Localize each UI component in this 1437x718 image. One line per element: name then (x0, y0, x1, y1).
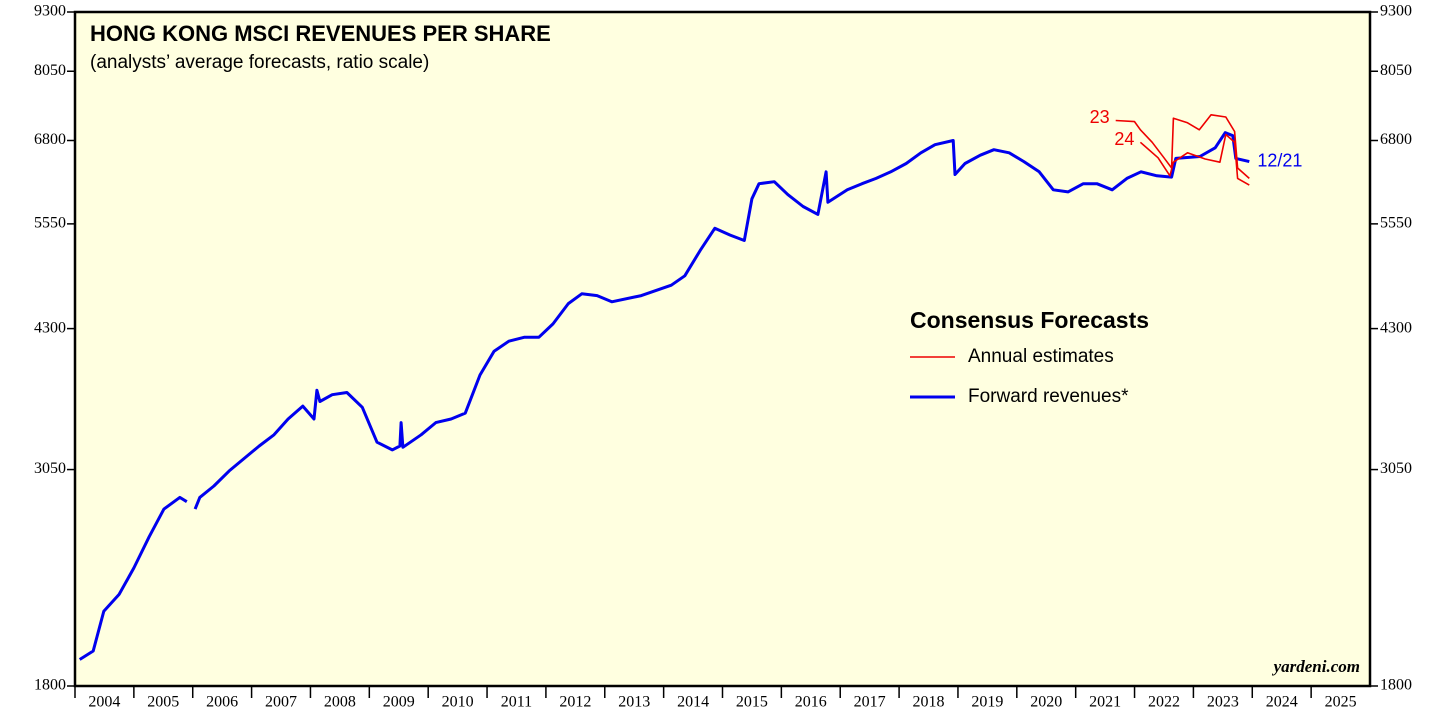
y-tick-label: 6800 (34, 131, 66, 148)
x-tick-label: 2022 (1148, 694, 1180, 711)
source: yardeni.com (1272, 657, 1360, 676)
x-tick-label: 2018 (913, 694, 945, 711)
y-tick-label: 1800 (34, 677, 66, 694)
y2-tick-label: 1800 (1380, 677, 1412, 694)
x-tick-label: 2009 (383, 694, 415, 711)
series-label: 24 (1114, 129, 1134, 149)
y2-tick-label: 6800 (1380, 131, 1412, 148)
y2-tick-label: 4300 (1380, 319, 1412, 336)
x-tick-label: 2017 (854, 694, 886, 711)
chart-title: HONG KONG MSCI REVENUES PER SHARE (90, 21, 551, 46)
x-tick-label: 2012 (559, 694, 591, 711)
x-tick-label: 2023 (1207, 694, 1239, 711)
x-tick-label: 2019 (971, 694, 1003, 711)
y2-tick-label: 9300 (1380, 3, 1412, 20)
y-tick-label: 8050 (34, 62, 66, 79)
legend-label: Forward revenues* (968, 386, 1129, 407)
series-label: 12/21 (1257, 150, 1302, 170)
x-tick-label: 2004 (88, 694, 120, 711)
series-line (1139, 133, 1250, 186)
x-tick-label: 2007 (265, 694, 297, 711)
y-tick-label: 5550 (34, 215, 66, 232)
y-tick-label: 3050 (34, 460, 66, 477)
y2-tick-label: 8050 (1380, 62, 1412, 79)
plot-layer: 1800 1800 3050 3050 4300 4300 5550 5550 6800 6800… (34, 3, 1412, 711)
y2-tick-label: 5550 (1380, 215, 1412, 232)
legend-title: Consensus Forecasts (910, 307, 1149, 333)
x-tick-label: 2015 (736, 694, 768, 711)
x-tick-label: 2008 (324, 694, 356, 711)
x-tick-label: 2011 (501, 694, 532, 711)
series-line (78, 131, 1250, 661)
plot-frame (73, 10, 1372, 688)
x-tick-label: 2006 (206, 694, 238, 711)
x-tick-label: 2021 (1089, 694, 1121, 711)
x-tick-label: 2024 (1266, 694, 1298, 711)
x-tick-label: 2013 (618, 694, 650, 711)
legend-label: Annual estimates (968, 346, 1114, 367)
x-tick-label: 2016 (795, 694, 827, 711)
x-tick-label: 2020 (1030, 694, 1062, 711)
x-tick-label: 2014 (677, 694, 709, 711)
x-tick-label: 2010 (442, 694, 474, 711)
y-tick-label: 9300 (34, 3, 66, 20)
series-label: 23 (1090, 107, 1110, 127)
series-line (1115, 114, 1250, 179)
x-tick-label: 2005 (147, 694, 179, 711)
chart-subtitle: (analysts’ average forecasts, ratio scal… (90, 52, 429, 73)
plot-background (75, 12, 1370, 686)
y2-tick-label: 3050 (1380, 460, 1412, 477)
x-tick-label: 2025 (1325, 694, 1357, 711)
y-tick-label: 4300 (34, 319, 66, 336)
